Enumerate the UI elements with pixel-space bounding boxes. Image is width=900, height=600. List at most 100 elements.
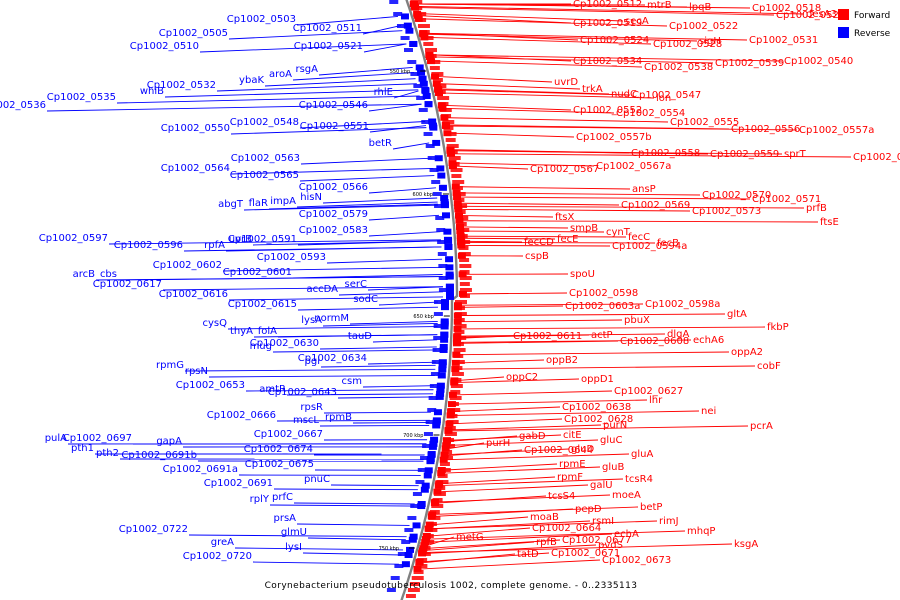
reverse-gene-block	[440, 304, 449, 311]
reverse-gene-block	[438, 184, 447, 191]
forward-connector	[461, 303, 644, 306]
forward-gene-label: Cp1002_0559	[710, 149, 779, 160]
forward-gene-block	[438, 468, 451, 472]
forward-gene-block	[451, 378, 462, 382]
reverse-gene-label: pulA	[45, 433, 67, 444]
forward-gene-label: fecB	[657, 238, 679, 249]
forward-connector	[465, 241, 656, 244]
reverse-connector	[338, 291, 443, 296]
reverse-gene-block	[420, 456, 430, 460]
reverse-gene-block	[410, 72, 420, 76]
forward-connector	[461, 202, 620, 206]
reverse-gene-label: Cp1002_0551	[300, 121, 369, 132]
forward-gene-label: rsmI	[592, 516, 614, 527]
forward-gene-label: Cp1002_0567a	[596, 161, 671, 172]
reverse-connector	[393, 90, 419, 99]
forward-connector	[463, 215, 554, 218]
reverse-gene-label: Cp1002_0653	[176, 380, 245, 391]
forward-gene-block	[435, 90, 446, 94]
reverse-connector	[95, 276, 443, 281]
forward-gene-label: gluB	[602, 462, 624, 473]
forward-connector	[456, 162, 595, 167]
reverse-gene-block	[412, 522, 421, 529]
forward-connector	[436, 506, 639, 515]
reverse-gene-block	[437, 252, 447, 256]
reverse-gene-label: tauD	[348, 331, 372, 342]
reverse-gene-block	[445, 264, 454, 271]
forward-gene-block	[457, 234, 468, 238]
reverse-gene-label: cysQ	[203, 318, 228, 329]
forward-gene-label: Cp1002_0561	[853, 152, 900, 163]
reverse-gene-block	[404, 528, 414, 532]
forward-gene-label: Cp1002_0552	[573, 105, 642, 116]
forward-connector	[459, 365, 756, 370]
forward-gene-label: oppB2	[546, 355, 578, 366]
reverse-gene-block	[405, 27, 414, 34]
forward-connector	[461, 319, 623, 323]
forward-gene-block	[459, 288, 472, 292]
forward-gene-block	[457, 228, 470, 232]
forward-connector	[432, 520, 591, 530]
reverse-gene-block	[397, 552, 407, 556]
reverse-gene-block	[407, 516, 417, 520]
forward-gene-block	[410, 0, 423, 4]
reverse-gene-label: mug	[250, 341, 272, 352]
reverse-gene-label: Cp1002_0666	[207, 410, 276, 421]
reverse-connector	[319, 425, 430, 427]
reverse-gene-block	[434, 155, 443, 162]
reverse-gene-block	[389, 0, 399, 4]
forward-gene-block	[459, 258, 470, 262]
forward-connector	[421, 13, 624, 22]
forward-connector	[455, 406, 561, 412]
forward-connector	[465, 240, 523, 243]
reverse-connector	[272, 349, 437, 353]
forward-connector	[462, 205, 805, 209]
forward-connector	[464, 226, 569, 229]
forward-gene-label: fkbP	[767, 322, 789, 333]
forward-gene-label: Cp1002_0512	[573, 0, 642, 10]
forward-gene-label: ftsE	[820, 217, 839, 228]
forward-gene-label: dlgA	[667, 329, 689, 340]
reverse-connector	[299, 121, 426, 129]
forward-gene-block	[420, 546, 431, 550]
reverse-gene-label: pth1	[71, 443, 94, 454]
forward-connector	[440, 83, 581, 90]
forward-gene-block	[426, 522, 437, 526]
forward-gene-label: oppA2	[731, 347, 763, 358]
forward-gene-block	[435, 486, 446, 490]
reverse-gene-label: uvrB	[229, 234, 252, 245]
forward-gene-label: Cp1002_0608	[620, 336, 689, 347]
forward-gene-block	[458, 240, 471, 244]
forward-connector	[456, 165, 529, 170]
reverse-gene-block	[438, 264, 448, 268]
forward-gene-block	[412, 6, 423, 10]
forward-gene-block	[443, 126, 454, 130]
genome-backbone	[400, 0, 459, 600]
forward-gene-block	[418, 552, 431, 556]
reverse-connector	[362, 25, 401, 35]
position-ticks: 550 kbp 600 kbp 650 kbp 700 kbp 750 kbp	[379, 69, 450, 552]
reverse-connector	[276, 419, 430, 422]
reverse-gene-block	[431, 360, 441, 364]
forward-gene-block	[417, 558, 428, 562]
forward-gene-block	[438, 102, 449, 106]
forward-gene-block	[453, 192, 466, 196]
forward-gene-block	[449, 396, 462, 400]
reverse-gene-label: Cp1002_0579	[299, 209, 368, 220]
reverse-gene-block	[407, 60, 417, 64]
reverse-connector	[162, 286, 443, 291]
forward-gene-block	[446, 144, 459, 148]
forward-gene-block	[454, 306, 465, 310]
reverse-connector	[234, 547, 404, 551]
reverse-gene-label: Cp1002_0616	[159, 289, 228, 300]
reverse-gene-block	[445, 293, 454, 300]
forward-gene-label: Cp1002_0673	[602, 555, 671, 566]
reverse-gene-block	[445, 256, 454, 263]
forward-gene-block	[446, 420, 459, 424]
forward-connector	[449, 442, 485, 449]
forward-gene-label: Cp1002_0598	[569, 288, 638, 299]
forward-gene-block	[448, 408, 461, 412]
forward-gene-block	[423, 42, 434, 46]
forward-connector	[446, 108, 615, 114]
reverse-connector	[222, 266, 443, 272]
